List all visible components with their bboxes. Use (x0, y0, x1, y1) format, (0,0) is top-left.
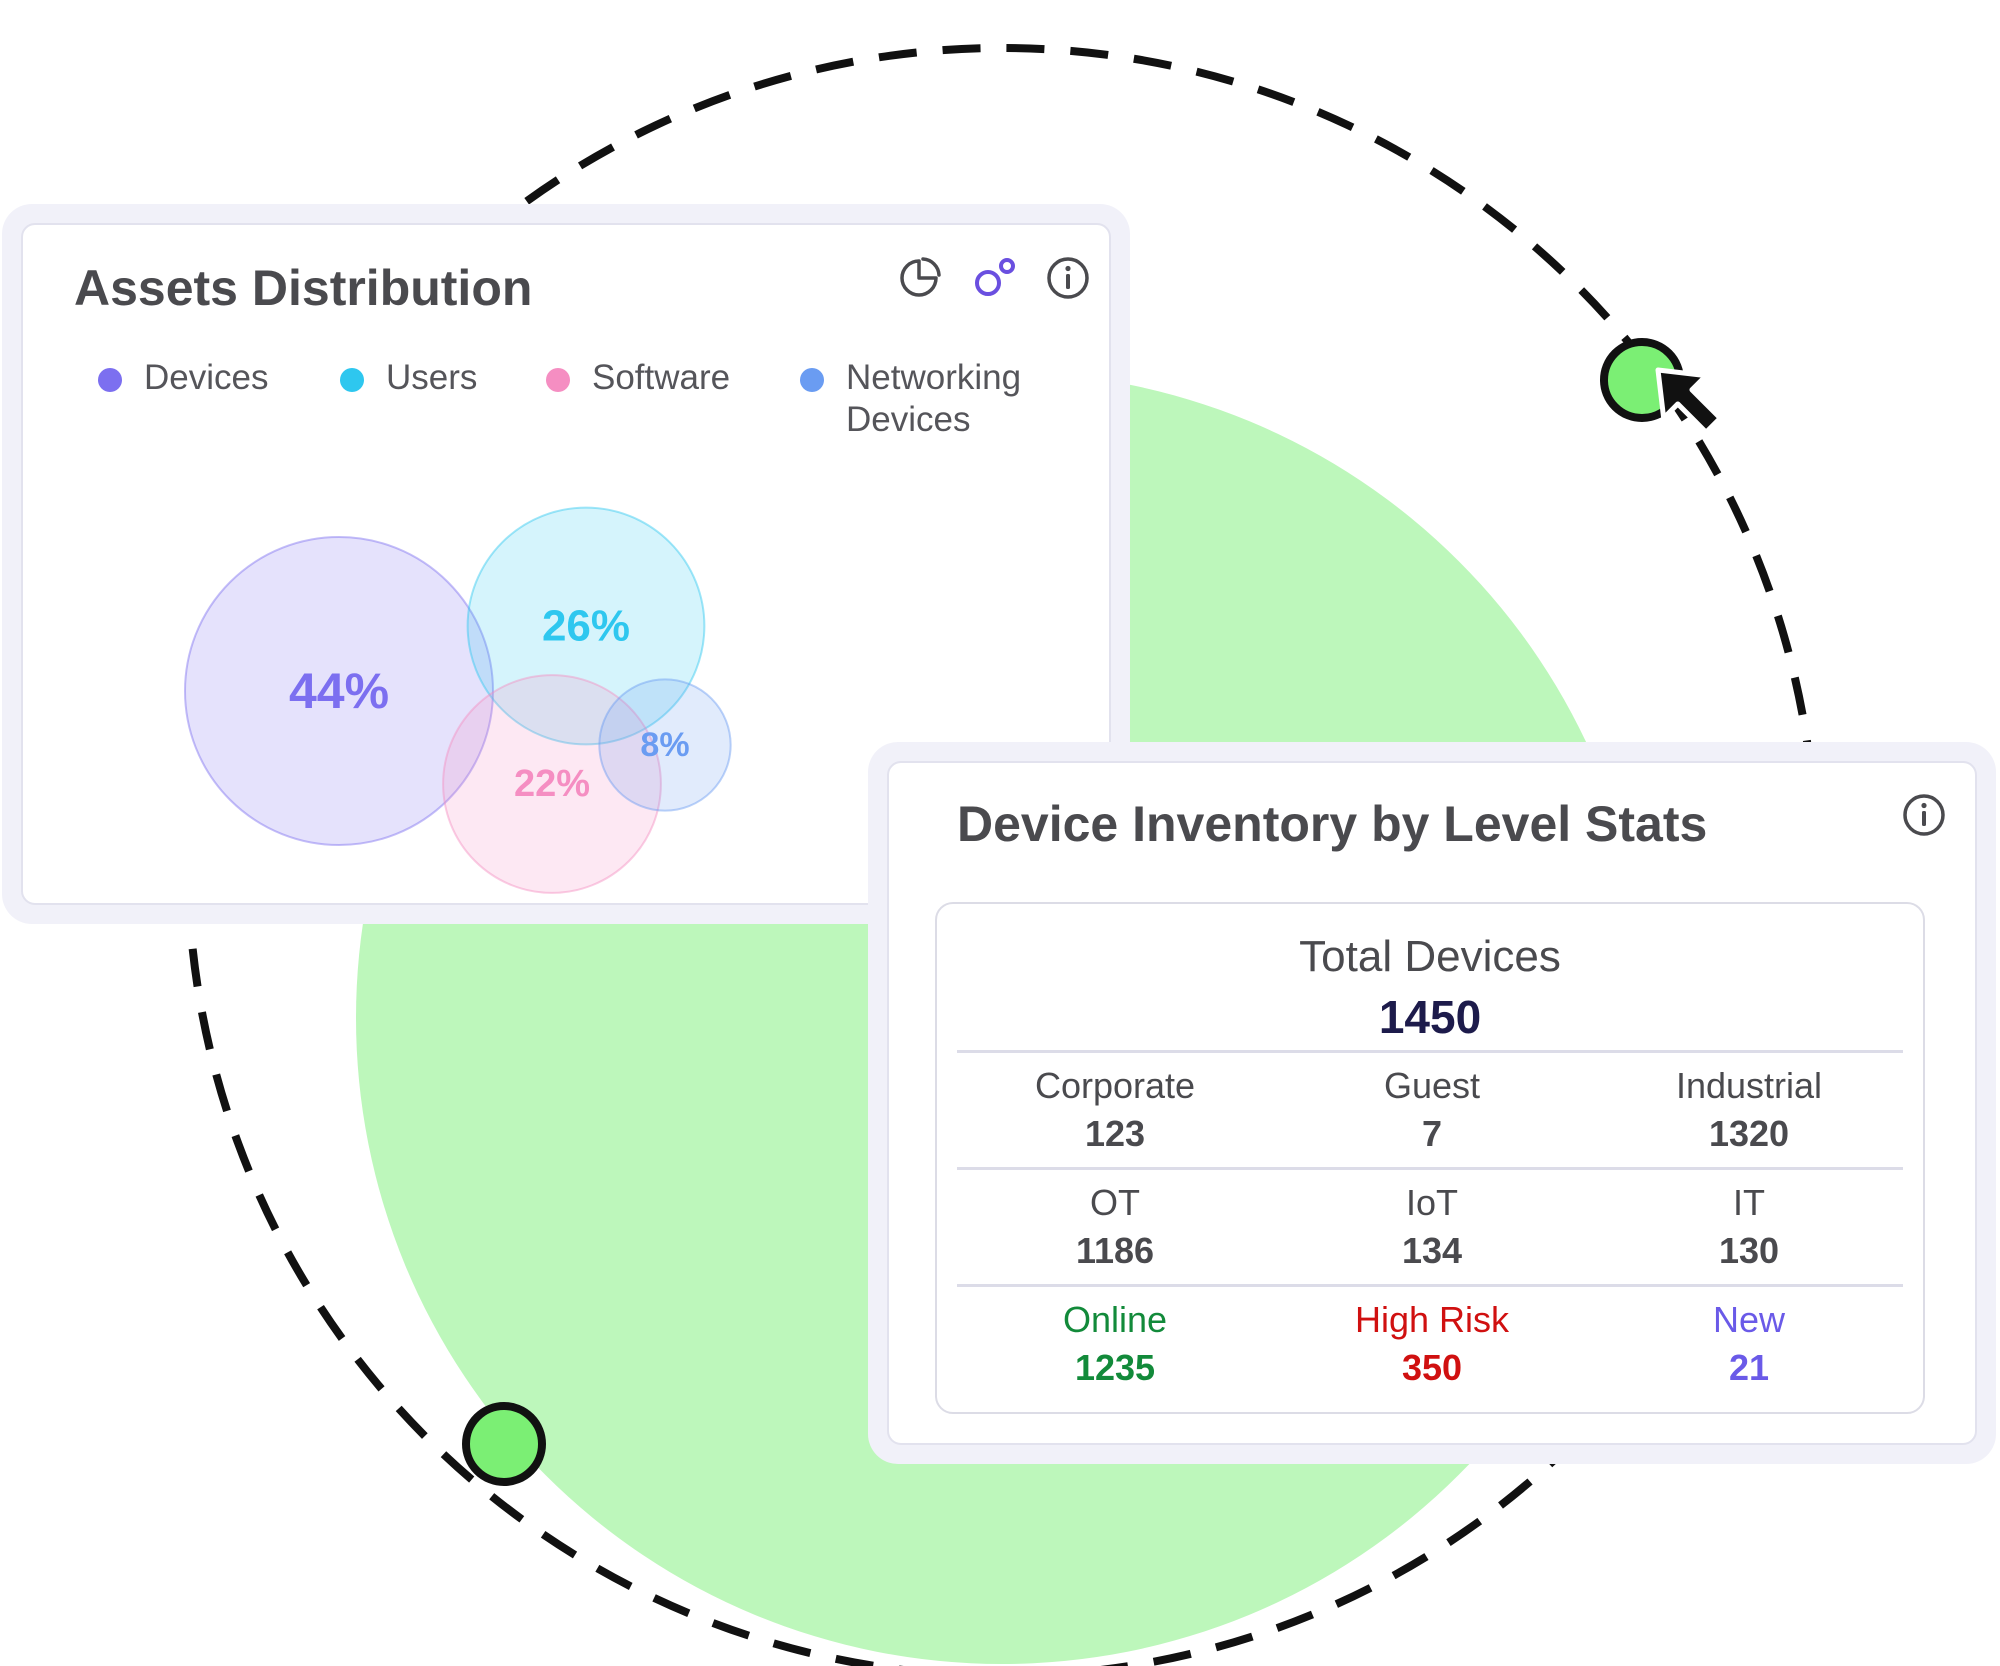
divider (957, 1050, 1903, 1053)
stats-box: Total Devices 1450 Corporate 123 Guest 7… (935, 902, 1925, 1414)
bubble-chart-icon[interactable] (972, 256, 1016, 300)
stat-it[interactable]: IT 130 (1599, 1173, 1899, 1273)
stat-label: Industrial (1675, 1065, 1823, 1106)
legend-item-devices[interactable]: Devices (98, 357, 268, 399)
orbit-marker[interactable] (462, 1402, 546, 1486)
info-icon[interactable] (1902, 793, 1946, 837)
assets-card-toolbar (898, 256, 1090, 300)
info-icon[interactable] (1046, 256, 1090, 300)
legend-item-networking-devices[interactable]: Networking Devices (800, 357, 1046, 441)
total-devices-label: Total Devices (1299, 932, 1561, 981)
stat-guest[interactable]: Guest 7 (1282, 1056, 1582, 1156)
stat-label: Guest (1383, 1065, 1481, 1106)
stat-value: 1235 (1074, 1347, 1156, 1388)
legend-dot (546, 368, 570, 392)
inventory-card-toolbar (1902, 793, 1946, 837)
total-devices-value: 1450 (1378, 991, 1482, 1043)
legend-dot (800, 368, 824, 392)
device-inventory-card: Device Inventory by Level Stats Total De… (868, 742, 1996, 1464)
bubble-software[interactable] (442, 674, 662, 894)
stat-label: IoT (1405, 1182, 1458, 1223)
bubble-label-networking-devices: 8% (640, 726, 689, 764)
stats-row-level: Corporate 123 Guest 7 Industrial 1320 (957, 1056, 1903, 1166)
cursor-icon (1655, 367, 1723, 435)
assets-distribution-title: Assets Distribution (74, 260, 533, 316)
stat-label: IT (1733, 1182, 1765, 1223)
legend-dot (98, 368, 122, 392)
stat-value: 123 (1084, 1113, 1146, 1154)
stat-label: Corporate (1034, 1065, 1196, 1106)
legend-label: Devices (144, 358, 269, 397)
legend-label: Software (592, 358, 731, 397)
divider (957, 1167, 1903, 1170)
bubble-networking-devices[interactable] (598, 678, 732, 812)
pie-chart-icon[interactable] (898, 256, 942, 300)
legend-item-software[interactable]: Software (546, 357, 730, 399)
stat-value: 134 (1401, 1230, 1463, 1271)
stats-row-type: OT 1186 IoT 134 IT 130 (957, 1173, 1903, 1283)
bubble-chart: 44% 26% 22% 8% (184, 506, 732, 894)
legend-item-users[interactable]: Users (340, 357, 477, 399)
stat-high-risk[interactable]: High Risk 350 (1282, 1290, 1582, 1390)
stat-value: 7 (1421, 1113, 1443, 1154)
stat-value: 21 (1728, 1347, 1770, 1388)
device-inventory-title: Device Inventory by Level Stats (957, 796, 1708, 852)
stat-label: New (1712, 1299, 1786, 1340)
stat-label: High Risk (1354, 1299, 1510, 1340)
stat-iot[interactable]: IoT 134 (1282, 1173, 1582, 1273)
stat-ot[interactable]: OT 1186 (965, 1173, 1265, 1273)
stat-value: 1186 (1075, 1230, 1155, 1271)
stat-industrial[interactable]: Industrial 1320 (1599, 1056, 1899, 1156)
stat-corporate[interactable]: Corporate 123 (965, 1056, 1265, 1156)
bubble-label-users: 26% (542, 602, 630, 651)
stat-value: 130 (1718, 1230, 1780, 1271)
stat-online[interactable]: Online 1235 (965, 1290, 1265, 1390)
bubble-users[interactable] (466, 506, 706, 746)
assets-distribution-panel: Assets Distribution Devices (21, 223, 1111, 905)
stat-value: 350 (1401, 1347, 1463, 1388)
legend-dot (340, 368, 364, 392)
device-inventory-panel: Device Inventory by Level Stats Total De… (887, 761, 1977, 1445)
stat-label: Online (1062, 1299, 1168, 1340)
legend-label: Networking Devices (846, 358, 1022, 439)
legend-label: Users (386, 358, 478, 397)
bubble-devices[interactable] (184, 536, 494, 846)
stat-label: OT (1090, 1182, 1140, 1223)
stat-value: 1320 (1708, 1113, 1790, 1154)
bubble-label-devices: 44% (289, 663, 389, 719)
stats-row-status: Online 1235 High Risk 350 New 21 (957, 1290, 1903, 1400)
bubble-label-software: 22% (514, 763, 590, 805)
stat-new[interactable]: New 21 (1599, 1290, 1899, 1390)
divider (957, 1284, 1903, 1287)
